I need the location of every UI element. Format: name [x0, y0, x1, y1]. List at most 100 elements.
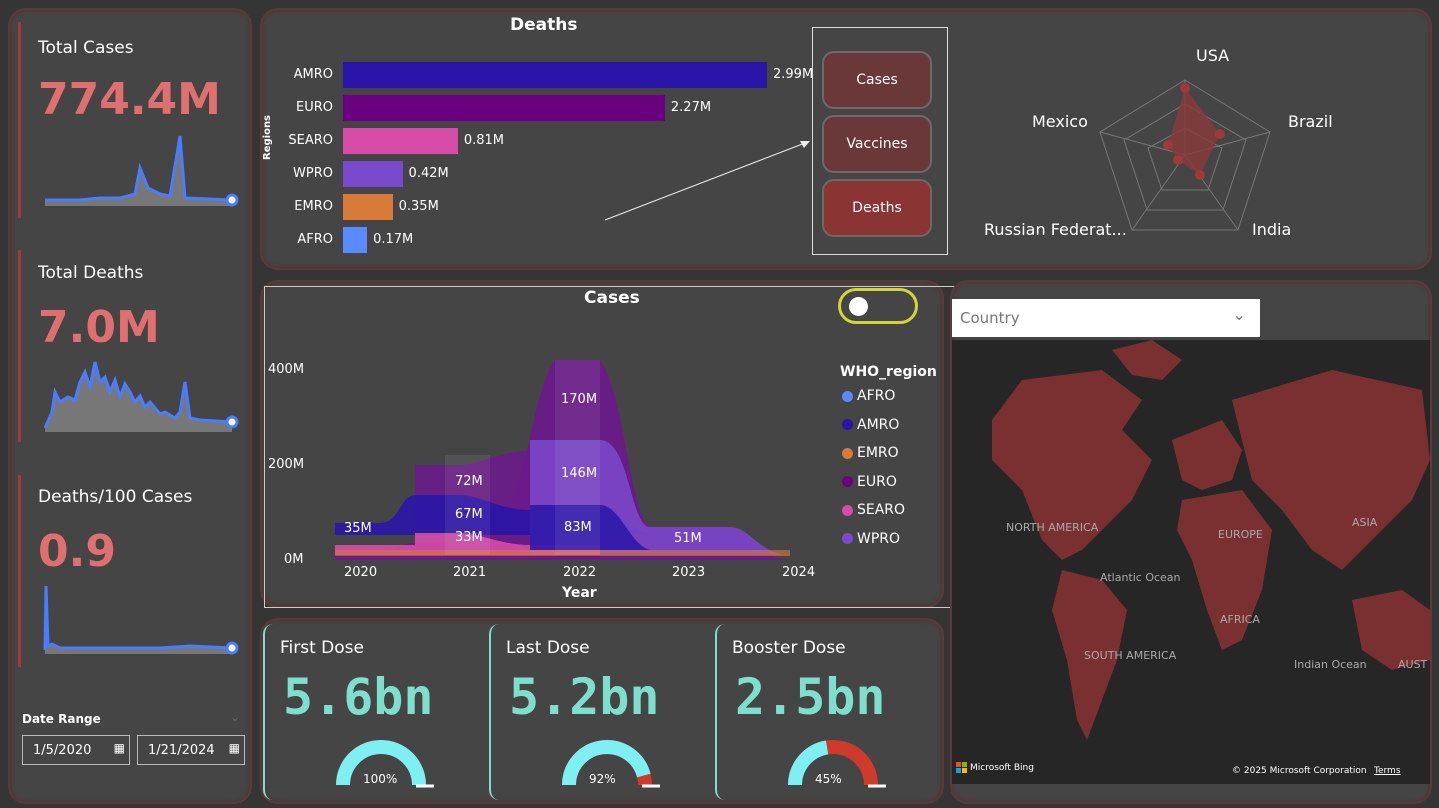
cases-ytick-400: 400M	[268, 362, 305, 377]
dose-title: Booster Dose	[732, 638, 846, 658]
deaths-bar[interactable]	[343, 161, 403, 187]
deaths-bar-value: 2.27M	[670, 100, 712, 115]
legend-dot-icon	[842, 390, 853, 402]
deaths-bar-value: 2.99M	[773, 67, 814, 82]
dose-title: Last Dose	[506, 638, 590, 658]
chevron-down-icon[interactable]: ⌄	[230, 710, 241, 724]
legend-item[interactable]: SEARO	[842, 502, 905, 518]
dose-gauge-percent: 45%	[815, 772, 842, 786]
chevron-down-icon: ⌄	[1232, 305, 1246, 324]
radar-chart	[1099, 79, 1271, 231]
cases-xlabel: Year	[562, 585, 597, 601]
bing-logo: Microsoft Bing	[956, 762, 1034, 773]
legend-item[interactable]: WPRO	[842, 531, 900, 547]
total-cases-card	[18, 22, 240, 218]
cases-ribbon-chart	[335, 360, 790, 560]
legend-dot-icon	[842, 447, 853, 459]
dose-gauge-percent: 92%	[589, 772, 616, 786]
map-label: NORTH AMERICA	[1006, 521, 1099, 534]
dose-card	[715, 624, 937, 800]
cases-ytick-0: 0M	[284, 552, 304, 567]
toggle-switch[interactable]	[838, 288, 918, 324]
deaths-bar-category: AMRO	[293, 67, 333, 82]
cases-chart-title: Cases	[584, 288, 640, 308]
deaths-per-100-value: 0.9	[38, 526, 116, 577]
microsoft-logo-icon	[956, 762, 967, 773]
dose-value: 5.2bn	[509, 668, 660, 726]
toggle-knob	[849, 297, 868, 316]
cases-data-label: 51M	[674, 531, 702, 546]
cases-data-label: 83M	[564, 520, 592, 535]
vaccines-nav-button[interactable]: Vaccines	[822, 115, 932, 173]
dose-title: First Dose	[280, 638, 364, 658]
calendar-icon[interactable]: ▦	[228, 741, 240, 755]
dose-gauge-fill	[562, 740, 651, 786]
total-cases-title: Total Cases	[38, 38, 134, 58]
dose-gauge-fill	[788, 740, 829, 786]
date-end-input[interactable]: 1/21/2024 ▦	[137, 735, 245, 765]
deaths-bar-value: 0.17M	[373, 232, 414, 247]
total-deaths-card	[18, 250, 240, 442]
legend-label: AFRO	[857, 388, 896, 404]
legend-dot-icon	[842, 419, 853, 430]
doses-panel	[260, 618, 944, 804]
radar-label-usa: USA	[1196, 46, 1230, 65]
world-map	[992, 340, 1430, 740]
date-range-label: Date Range	[22, 712, 101, 726]
date-start-input[interactable]: 1/5/2020 ▦	[22, 735, 130, 765]
deaths-bar[interactable]	[343, 227, 368, 253]
map-label: SOUTH AMERICA	[1084, 649, 1177, 662]
cases-nav-button[interactable]: Cases	[822, 51, 932, 109]
nav-button-frame	[812, 27, 948, 255]
deaths-bar-category: EMRO	[294, 199, 333, 214]
radar-label-india: India	[1252, 220, 1292, 239]
deaths-nav-button[interactable]: Deaths	[822, 179, 932, 237]
radar-label-mexico: Mexico	[1032, 112, 1088, 131]
calendar-icon[interactable]: ▦	[113, 741, 125, 755]
deaths-bar[interactable]	[343, 128, 458, 154]
dose-gauge	[788, 740, 886, 788]
total-deaths-sparkline	[43, 361, 239, 432]
legend-item[interactable]: EMRO	[842, 445, 899, 461]
deaths-bar[interactable]	[343, 95, 665, 121]
cases-xtick-2022: 2022	[563, 565, 597, 580]
legend-item[interactable]: AMRO	[842, 417, 899, 433]
deaths-bar[interactable]	[343, 62, 767, 88]
map-label: EUROPE	[1218, 528, 1263, 541]
annotation-arrow	[604, 141, 810, 221]
dose-card	[489, 624, 711, 800]
deaths-bar-value: 0.81M	[463, 133, 505, 148]
dose-gauge-percent: 100%	[363, 772, 398, 786]
deaths-bar[interactable]	[343, 194, 393, 220]
legend-item[interactable]: EURO	[842, 474, 897, 490]
country-dropdown[interactable]: Country ⌄	[952, 299, 1260, 337]
total-deaths-value: 7.0M	[38, 302, 160, 353]
map-label: ASIA	[1352, 516, 1378, 529]
cases-data-label: 35M	[344, 521, 372, 536]
dose-gauge	[562, 740, 660, 788]
deaths-bar-category: AFRO	[297, 232, 333, 247]
total-cases-sparkline	[45, 135, 239, 207]
deaths-bar-value: 0.35M	[398, 199, 439, 214]
cases-ytick-200: 200M	[268, 457, 305, 472]
cases-data-label: 33M	[455, 530, 483, 545]
legend-dot-icon	[842, 504, 853, 516]
cases-xtick-2020: 2020	[344, 565, 378, 580]
map-label: Atlantic Ocean	[1100, 571, 1181, 584]
legend-title: WHO_region	[840, 364, 937, 380]
date-end-value: 1/21/2024	[148, 743, 215, 758]
deaths-bar-category: SEARO	[288, 133, 333, 148]
legend-item[interactable]: AFRO	[842, 388, 895, 404]
deaths-per-100-sparkline	[43, 585, 239, 655]
dose-card	[263, 624, 485, 800]
deaths-chart-ylabel: Regions	[262, 114, 273, 160]
cases-data-label: 67M	[455, 507, 483, 522]
legend-dot-icon	[842, 476, 853, 487]
map-area[interactable]	[952, 340, 1430, 784]
dose-value: 5.6bn	[283, 668, 434, 726]
legend-label: AMRO	[857, 416, 900, 433]
map-terms-link[interactable]: Terms	[1374, 766, 1401, 776]
legend-label: EMRO	[857, 445, 899, 461]
map-label: AFRICA	[1220, 613, 1260, 626]
bing-attribution: Microsoft Bing	[970, 762, 1034, 773]
